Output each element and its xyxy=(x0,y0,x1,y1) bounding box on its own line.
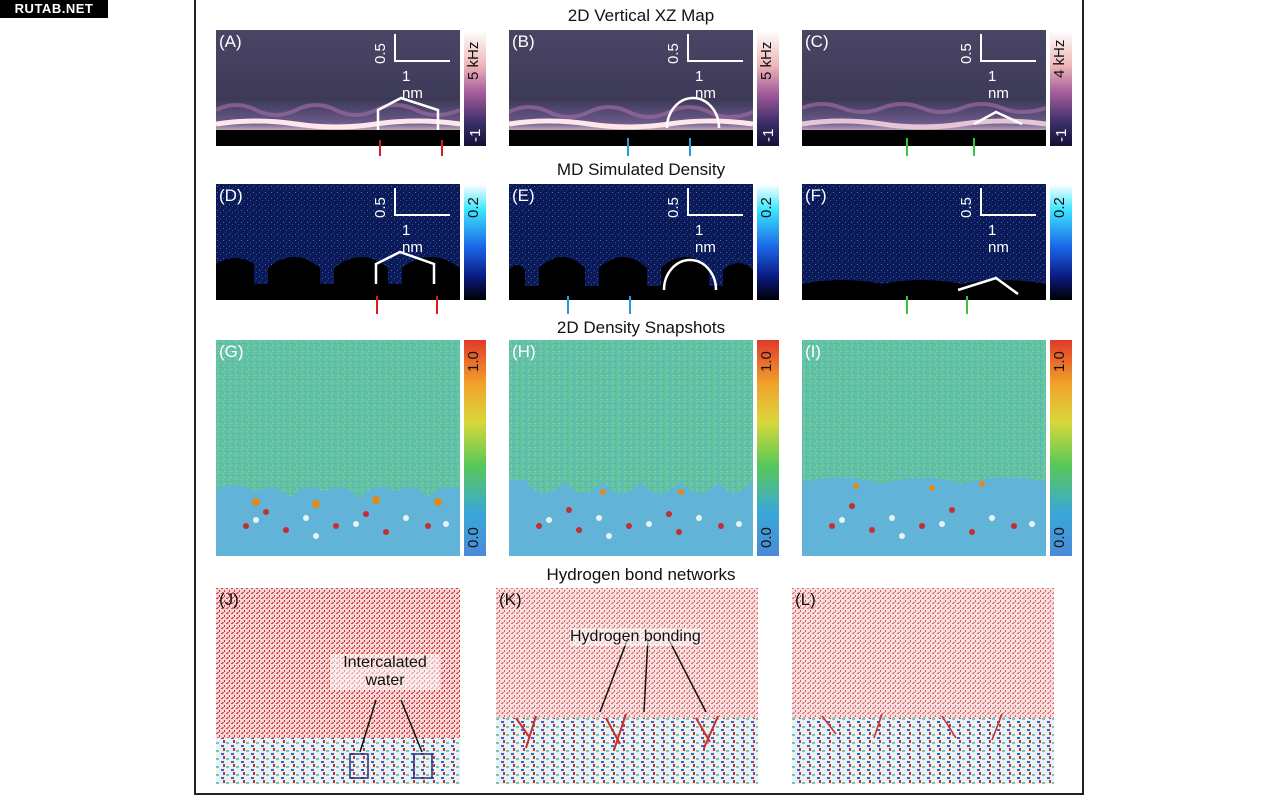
xz-map-b xyxy=(509,96,753,146)
density-map-f xyxy=(802,184,1046,300)
panel-e: (E) 0.5 1 nm xyxy=(509,184,753,300)
watermark: RUTAB.NET xyxy=(0,0,108,18)
panel-a: (A) 0.5 1 nm xyxy=(216,30,460,146)
colorbar-b: 5 kHz -1 xyxy=(757,30,779,146)
panel-label-k: (K) xyxy=(499,590,522,609)
row-title-hbond-networks: Hydrogen bond networks xyxy=(546,565,736,584)
colorbar-f: 0.2 xyxy=(1050,184,1072,300)
green-arrow-c2 xyxy=(973,138,975,156)
panel-i: (I) xyxy=(802,340,1046,556)
figure-frame: 2D Vertical XZ Map (A) 0.5 1 nm 5 kHz -1… xyxy=(194,0,1084,795)
panel-label-j: (J) xyxy=(219,590,239,609)
green-arrow-f2 xyxy=(966,296,968,314)
colorbar-c: 4 kHz -1 xyxy=(1050,30,1072,146)
snapshot-g xyxy=(216,340,460,539)
annotation-intercalated: Intercalated water xyxy=(330,654,440,690)
red-arrow-d2 xyxy=(436,296,438,314)
panel-b: (B) 0.5 1 nm xyxy=(509,30,753,146)
panel-l: (L) xyxy=(792,588,1054,784)
blue-arrow-b1 xyxy=(627,138,629,156)
panel-c: (C) 0.5 1 nm xyxy=(802,30,1046,146)
panel-label-d: (D) xyxy=(219,186,243,205)
red-arrow-d1 xyxy=(376,296,378,314)
snapshot-i xyxy=(802,340,1046,539)
colorbar-e: 0.2 xyxy=(757,184,779,300)
annotation-hydrogen-bonding: Hydrogen bonding xyxy=(570,628,701,646)
panel-label-c: (C) xyxy=(805,32,829,51)
row-title-md-density: MD Simulated Density xyxy=(556,160,726,179)
colorbar-d: 0.2 xyxy=(464,184,486,300)
green-arrow-f1 xyxy=(906,296,908,314)
red-arrow-a1 xyxy=(379,140,381,156)
red-arrow-a2 xyxy=(441,140,443,156)
panel-f: (F) 0.5 1 nm xyxy=(802,184,1046,300)
colorbar-g: 1.0 0.0 xyxy=(464,340,486,556)
panel-h: (H) xyxy=(509,340,753,556)
row-title-density-snapshots: 2D Density Snapshots xyxy=(556,318,726,337)
blue-arrow-e1 xyxy=(567,296,569,314)
panel-label-i: (I) xyxy=(805,342,822,361)
hbond-network-l xyxy=(792,588,1054,784)
panel-g: (G) xyxy=(216,340,460,556)
panel-label-h: (H) xyxy=(512,342,536,361)
panel-label-l: (L) xyxy=(795,590,816,609)
colorbar-a: 5 kHz -1 xyxy=(464,30,486,146)
panel-j: (J) Intercalated water xyxy=(216,588,460,784)
panel-label-f: (F) xyxy=(805,186,827,205)
density-map-e xyxy=(509,184,753,300)
density-map-d xyxy=(216,184,460,300)
blue-arrow-b2 xyxy=(689,138,691,156)
hbond-network-k xyxy=(496,588,758,784)
green-arrow-c1 xyxy=(906,138,908,156)
blue-arrow-e2 xyxy=(629,296,631,314)
panel-k: (K) Hydrogen bonding xyxy=(496,588,758,784)
panel-label-b: (B) xyxy=(512,32,535,51)
xz-map-a xyxy=(216,96,460,146)
row-title-xz-map: 2D Vertical XZ Map xyxy=(567,6,715,25)
colorbar-h: 1.0 0.0 xyxy=(757,340,779,556)
panel-d: (D) 0.5 1 nm xyxy=(216,184,460,300)
panel-label-g: (G) xyxy=(219,342,244,361)
xz-map-c xyxy=(802,102,1046,146)
panel-label-a: (A) xyxy=(219,32,242,51)
snapshot-h xyxy=(509,340,753,539)
panel-label-e: (E) xyxy=(512,186,535,205)
colorbar-i: 1.0 0.0 xyxy=(1050,340,1072,556)
